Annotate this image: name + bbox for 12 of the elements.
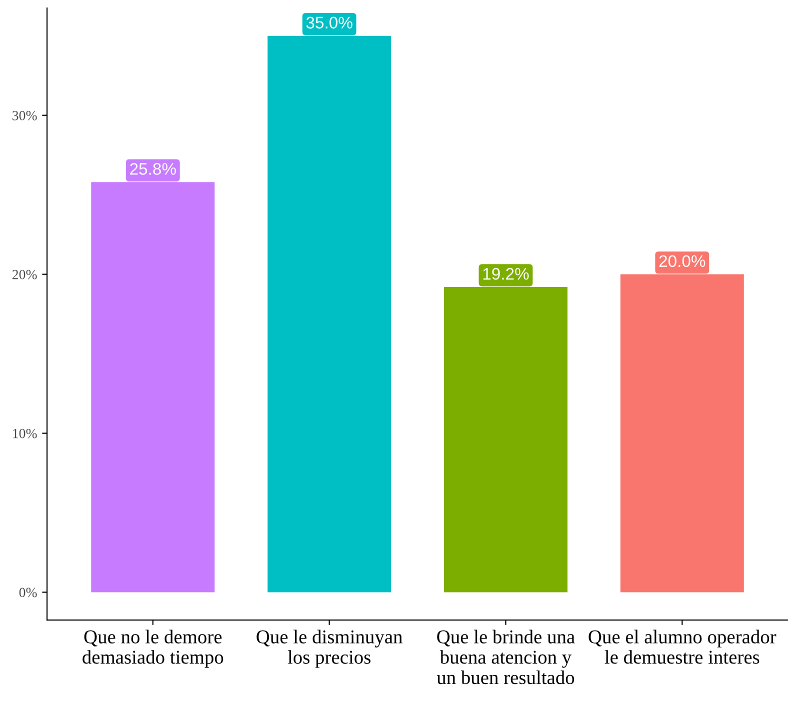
y-tick-label: 10% — [13, 428, 37, 438]
data-label: 25.8% — [130, 163, 176, 175]
x-tick-label: Que el alumno operador le demuestre interes — [588, 630, 776, 664]
y-tick-label: 30% — [12, 110, 37, 120]
x-tick-label: Que le disminuyan los precios — [256, 630, 402, 668]
y-tick-label: 0% — [19, 588, 37, 598]
data-label: 20.0% — [659, 255, 706, 268]
data-label: 19.2% — [483, 268, 529, 280]
x-tick-label: Que le brinde una buena atencion y un buen resultado — [436, 630, 575, 684]
y-tick-label: 20% — [12, 270, 37, 280]
x-tick-label: Que no le demore demasiado tiempo — [82, 630, 224, 668]
data-label: 35.0% — [306, 16, 352, 29]
